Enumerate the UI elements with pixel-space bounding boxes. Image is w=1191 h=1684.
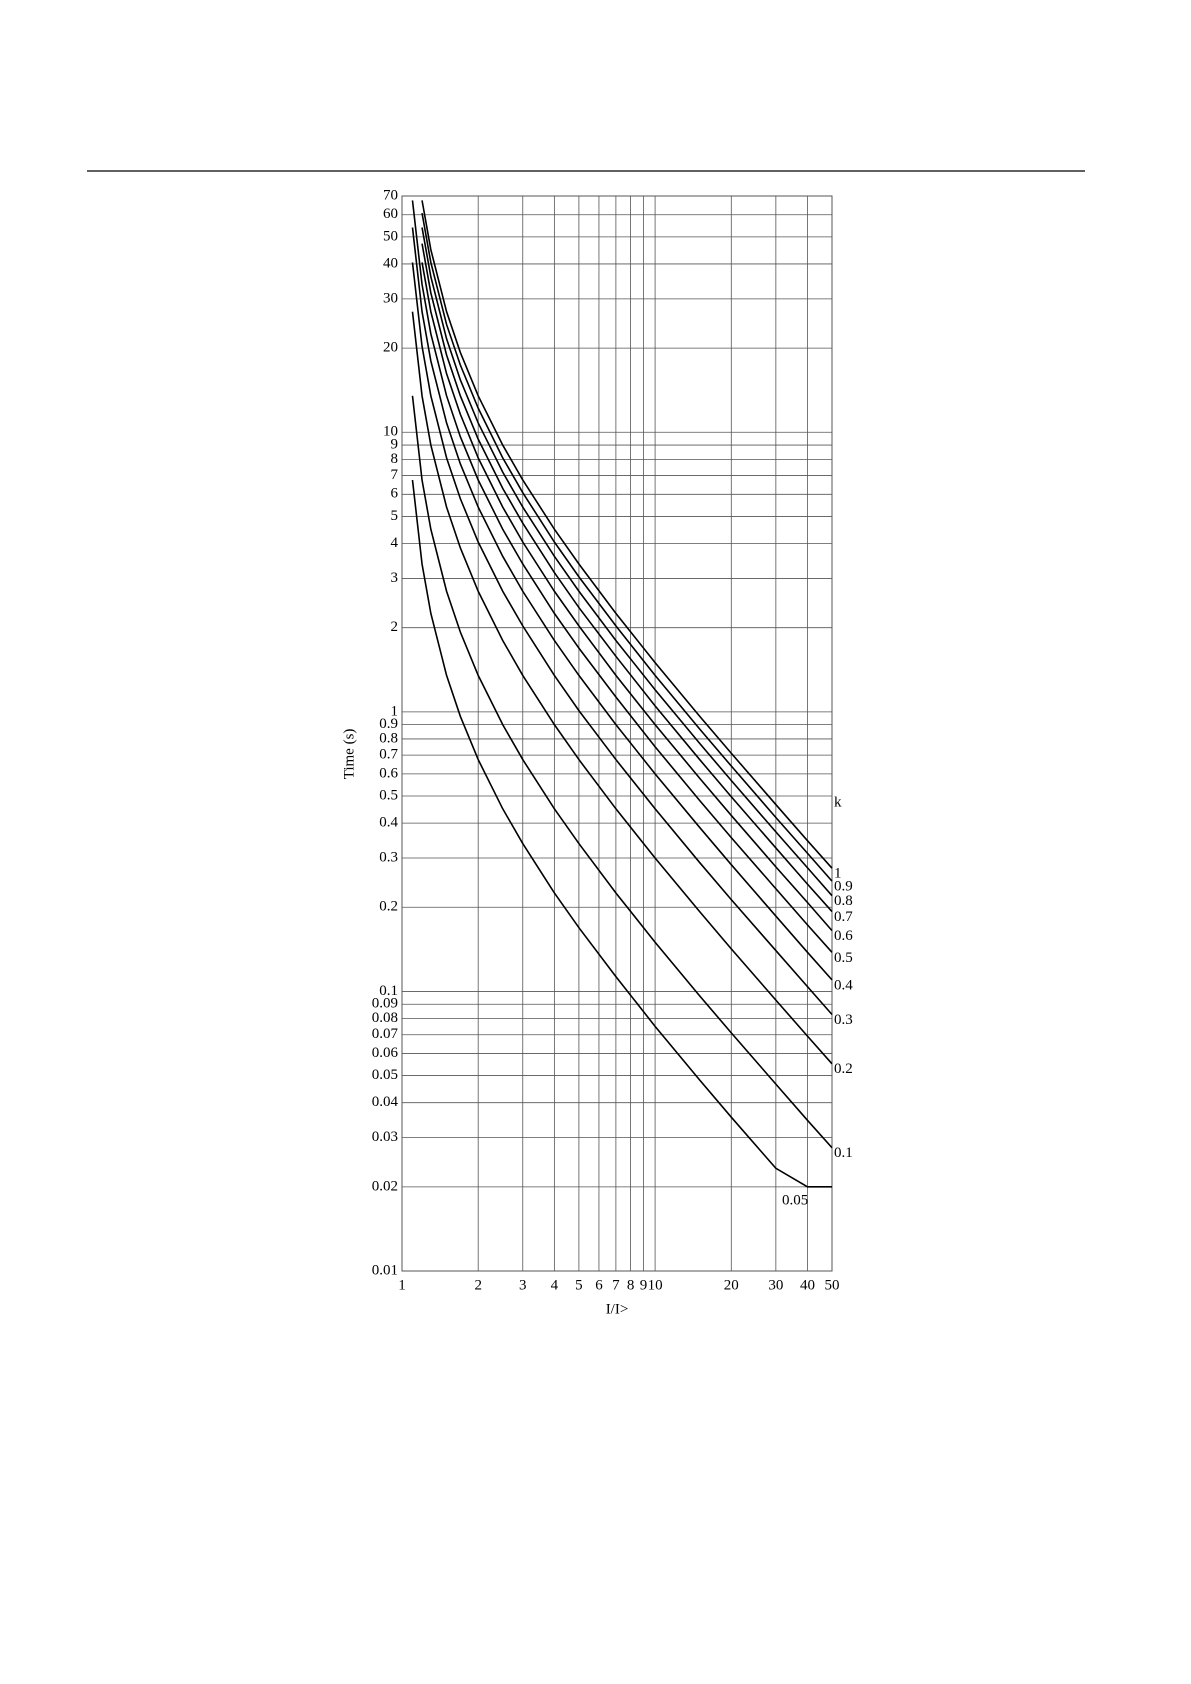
- plot-frame: [401, 195, 833, 1272]
- x-tick-label: 6: [595, 1277, 603, 1293]
- curve: [411, 200, 833, 953]
- curve: [421, 227, 833, 897]
- x-tick-label: 3: [519, 1277, 527, 1293]
- y-tick-label: 8: [391, 451, 399, 467]
- y-tick-label: 1: [391, 703, 399, 719]
- x-tick-label: 50: [825, 1277, 840, 1293]
- y-tick-label: 7: [391, 467, 399, 483]
- y-tick-label: 70: [383, 187, 398, 203]
- x-tick-label: 2: [474, 1277, 482, 1293]
- y-tick-label: 0.05: [372, 1067, 398, 1083]
- series-label: 1: [834, 866, 842, 882]
- y-tick-label: 0.09: [372, 996, 398, 1012]
- series-label: 0.6: [834, 928, 853, 944]
- curve: [421, 262, 833, 932]
- series-label: 0.1: [834, 1145, 853, 1161]
- curve: [411, 227, 833, 981]
- y-tick-label: 0.6: [379, 765, 398, 781]
- y-tick-label: 0.08: [372, 1010, 398, 1026]
- series-label: 0.5: [834, 950, 853, 966]
- x-tick-label: 5: [575, 1277, 583, 1293]
- y-tick-label: 0.03: [372, 1129, 398, 1145]
- y-tick-label: 2: [391, 619, 399, 635]
- y-tick-label: 60: [383, 206, 398, 222]
- series-label: 0.05: [782, 1192, 808, 1208]
- y-tick-label: 4: [391, 535, 399, 551]
- curve: [411, 262, 833, 1016]
- y-tick-label: 50: [383, 228, 398, 244]
- y-tick-label: 0.5: [379, 787, 398, 803]
- x-tick-label: 1: [398, 1277, 406, 1293]
- series-label: 0.3: [834, 1012, 853, 1028]
- y-tick-label: 6: [391, 486, 399, 502]
- legend-title: k: [834, 795, 842, 811]
- x-tick-label: 8: [627, 1277, 635, 1293]
- x-tick-label: 4: [551, 1277, 559, 1293]
- x-tick-label: 20: [724, 1277, 739, 1293]
- y-tick-label: 0.9: [379, 716, 398, 732]
- series-label: 0.9: [834, 879, 853, 895]
- x-tick-label: 10: [648, 1277, 663, 1293]
- y-tick-label: 0.06: [372, 1045, 399, 1061]
- curve: [421, 212, 833, 882]
- y-tick-label: 0.07: [372, 1026, 399, 1042]
- curve: [421, 243, 833, 913]
- curve: [411, 395, 833, 1149]
- y-tick-label: 0.7: [379, 747, 398, 763]
- curve: [421, 200, 833, 869]
- y-tick-label: 0.04: [372, 1094, 399, 1110]
- y-axis-label: Time (s): [341, 729, 357, 780]
- y-tick-label: 3: [391, 570, 399, 586]
- y-tick-label: 5: [391, 508, 399, 524]
- y-tick-label: 0.01: [372, 1262, 398, 1278]
- y-tick-label: 9: [391, 437, 399, 453]
- curve: [411, 311, 833, 1065]
- y-tick-label: 10: [383, 424, 398, 440]
- y-tick-label: 0.1: [379, 983, 398, 999]
- series-label: 0.8: [834, 893, 853, 909]
- y-tick-label: 30: [383, 290, 398, 306]
- series-label: 0.7: [834, 909, 853, 925]
- series-label: 0.4: [834, 977, 853, 993]
- x-tick-label: 40: [800, 1277, 815, 1293]
- y-tick-label: 40: [383, 255, 398, 271]
- y-tick-label: 0.8: [379, 730, 398, 746]
- y-tick-label: 0.4: [379, 815, 398, 831]
- x-tick-label: 30: [768, 1277, 783, 1293]
- y-tick-label: 0.02: [372, 1178, 398, 1194]
- y-tick-label: 0.3: [379, 849, 398, 865]
- y-tick-label: 0.2: [379, 899, 398, 915]
- curve: [411, 479, 832, 1188]
- series-label: 0.2: [834, 1061, 853, 1077]
- x-tick-label: 7: [612, 1277, 620, 1293]
- x-axis-label: I/I>: [606, 1301, 629, 1317]
- y-tick-label: 20: [383, 340, 398, 356]
- x-tick-label: 9: [640, 1277, 648, 1293]
